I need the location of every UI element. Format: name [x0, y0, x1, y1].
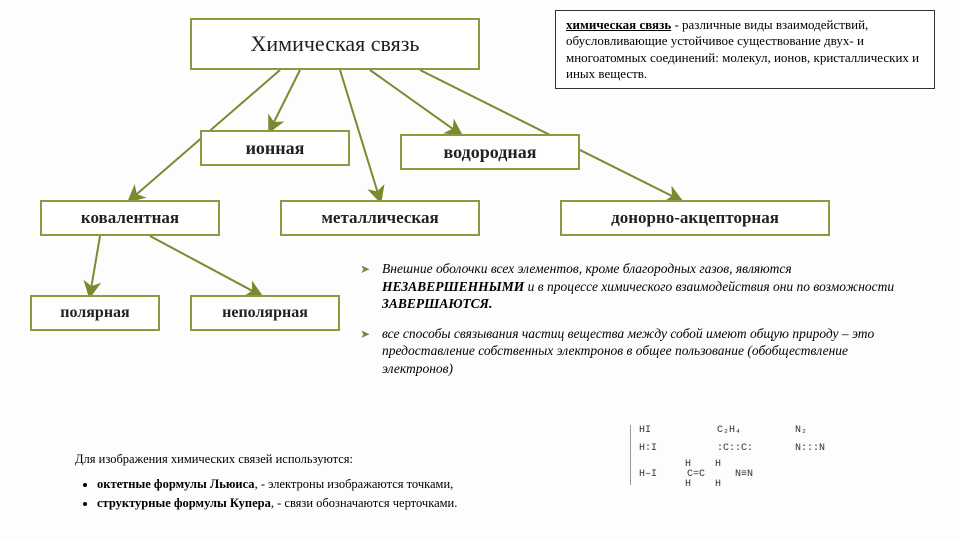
- node-l4-nonpolar: неполярная: [190, 295, 340, 331]
- root-node: Химическая связь: [190, 18, 480, 70]
- struct-cell: H H C=C H H: [687, 469, 705, 481]
- bullet-item: Внешние оболочки всех элементов, кроме б…: [360, 260, 920, 313]
- node-l3-metallic: металлическая: [280, 200, 480, 236]
- struct-cell: H–I: [639, 469, 657, 481]
- notes-item: октетные формулы Льюиса, - электроны изо…: [97, 475, 605, 494]
- node-l3-covalent: ковалентная: [40, 200, 220, 236]
- lewis-cell: H:I: [639, 443, 687, 455]
- lewis-cell: N:::N: [795, 443, 843, 455]
- bullet-list: Внешние оболочки всех элементов, кроме б…: [360, 260, 920, 389]
- struct-cell: N≡N: [735, 469, 753, 481]
- lewis-cell: :C::C:: [717, 443, 765, 455]
- notes-block: Для изображения химических связей исполь…: [75, 450, 605, 512]
- node-l4-polar: полярная: [30, 295, 160, 331]
- node-l2-ionic: ионная: [200, 130, 350, 166]
- node-l3-donor: донорно-акцепторная: [560, 200, 830, 236]
- definition-term: химическая связь: [566, 17, 671, 32]
- notes-item: структурные формулы Купера, - связи обоз…: [97, 494, 605, 513]
- chem-formulas: HIC₂H₄N₂ H:I:C::C:N:::N H–I H H C=C H H …: [630, 425, 930, 485]
- chem-header: HI: [639, 425, 687, 437]
- bullet-item: все способы связывания частиц вещества м…: [360, 325, 920, 378]
- chem-header: N₂: [795, 425, 843, 437]
- notes-intro: Для изображения химических связей исполь…: [75, 450, 605, 469]
- definition-box: химическая связь - различные виды взаимо…: [555, 10, 935, 89]
- chem-header: C₂H₄: [717, 425, 765, 437]
- node-l2-hydrogen: водородная: [400, 134, 580, 170]
